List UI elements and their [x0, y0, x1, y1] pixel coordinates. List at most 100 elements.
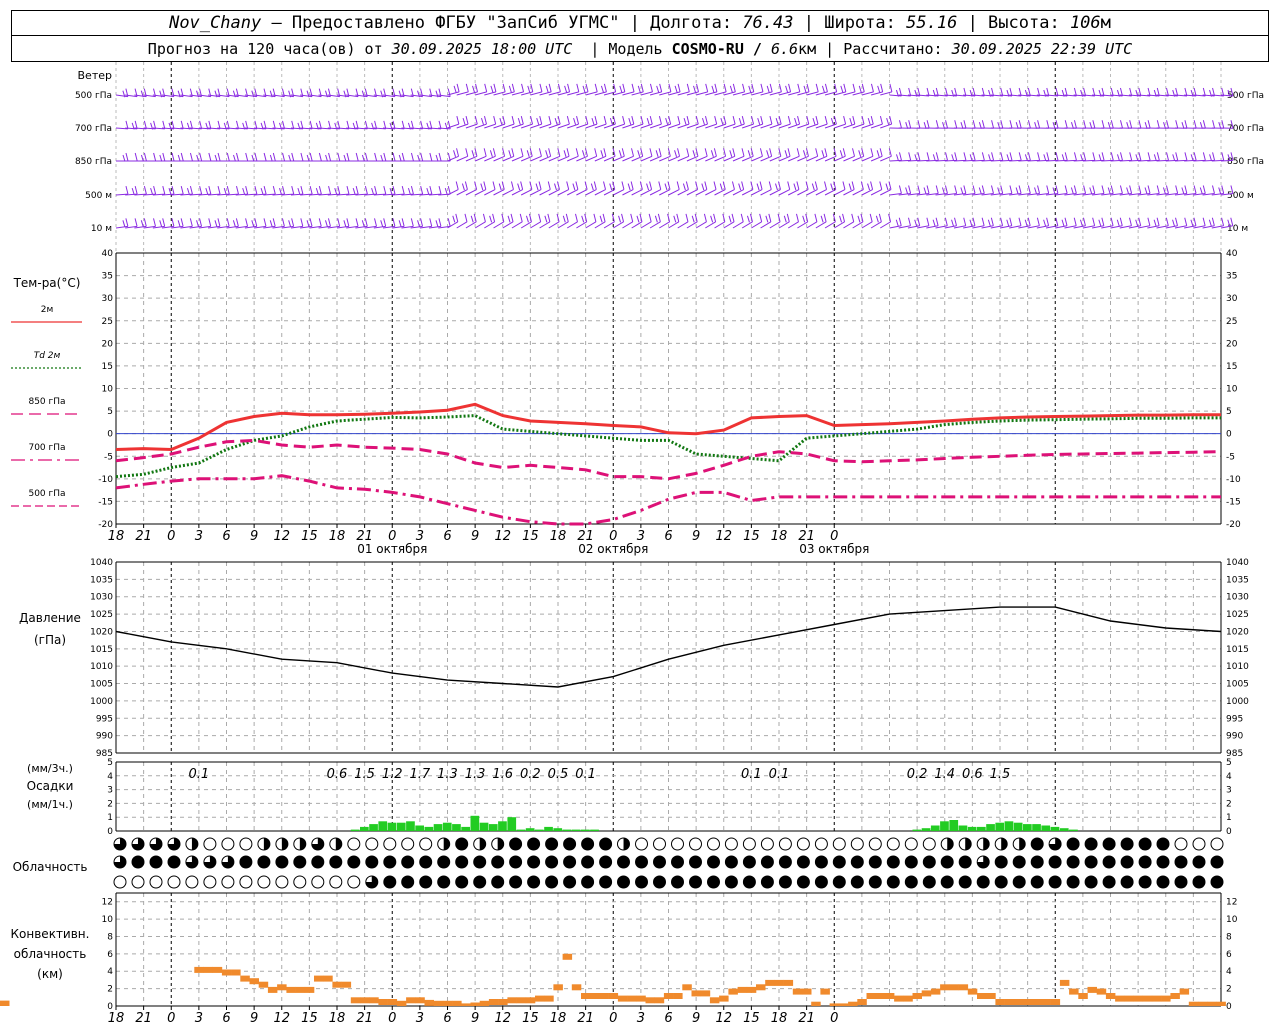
wind-barb-flag [474, 181, 478, 190]
wind-barb-flag [1209, 154, 1213, 162]
wind-barb [474, 123, 487, 129]
wind-barb [640, 189, 652, 196]
wind-barb-flag [208, 218, 212, 227]
wind-barb-flag [177, 154, 181, 162]
wind-barb-flag [639, 181, 643, 190]
wind-barb [115, 193, 129, 196]
wind-barb-flag [1024, 154, 1028, 162]
conv-bar [930, 988, 941, 995]
wind-barb-flag [544, 215, 548, 223]
conv-bar [884, 993, 895, 999]
wind-barb-flag [383, 120, 387, 129]
wind-barb-flag [729, 150, 733, 157]
wind-barb [1193, 225, 1206, 229]
conv-y-tick-label-right: 12 [1226, 898, 1237, 908]
conv-bar [875, 993, 886, 999]
wind-barb-flag [223, 188, 227, 195]
cloud-fill [707, 856, 720, 868]
wind-barb [649, 155, 662, 162]
wind-barb-flag [960, 122, 964, 129]
cloud-circle [275, 875, 289, 889]
wind-barb-flag [1172, 219, 1176, 227]
cloud-circle [814, 837, 828, 851]
wind-barb [254, 127, 267, 130]
header-row-1: Nov_Chany — Предоставлено ФГБУ "ЗапСиб У… [11, 10, 1269, 36]
wind-barb-flag [584, 213, 588, 222]
cloud-circle [239, 837, 253, 851]
temp-x-tick-label: 18 [329, 529, 346, 544]
pres-y-tick-label-right: 1000 [1226, 697, 1249, 707]
cloud-fill [455, 838, 468, 850]
wind-barb-flag [627, 183, 631, 191]
wind-barb [1110, 225, 1123, 229]
wind-barb [649, 189, 662, 196]
wind-barb-flag [199, 218, 203, 227]
wind-barb [806, 91, 819, 96]
wind-barb-flag [935, 217, 939, 226]
wind-barb-flag [171, 186, 175, 195]
wind-barb-flag [987, 219, 991, 227]
wind-barb [723, 155, 735, 162]
wind-barb [990, 225, 1003, 229]
wind-barb [778, 91, 791, 96]
wind-barb-flag [309, 186, 313, 195]
precip-bar [1023, 824, 1032, 831]
wind-barb-flag [461, 183, 465, 191]
cloud-circle [221, 837, 235, 851]
temp-x-tick-label: 6 [664, 529, 672, 544]
wind-barb [695, 221, 707, 229]
wind-barb-flag [594, 83, 598, 93]
wind-barb-flag [1052, 187, 1056, 195]
wind-barb-flag [750, 181, 754, 190]
wind-barb-flag [334, 188, 338, 195]
conv-bar [645, 997, 655, 1004]
wind-barb-flag [787, 181, 791, 190]
wind-barb [1202, 193, 1215, 196]
wind-barb-flag [1064, 185, 1068, 194]
wind-barb-flag [1175, 185, 1179, 194]
wind-barb-flag [545, 85, 549, 93]
wind-barb-flag [309, 218, 313, 227]
pres-y-tick-label-right: 1035 [1226, 575, 1249, 585]
precip-bar [1013, 822, 1023, 831]
wind-barb [125, 225, 138, 229]
wind-barb [152, 127, 165, 130]
wind-barb-flag [630, 213, 634, 222]
wind-barb-flag [539, 115, 543, 125]
wind-barb [659, 155, 671, 162]
temp-x-tick-label: 9 [250, 529, 258, 544]
wind-barb [198, 193, 211, 196]
wind-barb-flag [667, 213, 671, 222]
wind-barb-flag [235, 120, 239, 129]
wind-barb-flag [1098, 89, 1102, 97]
cloud-fill [365, 875, 378, 888]
precip-ylabel-1h: (мм/1ч.) [27, 798, 73, 811]
wind-barb [1147, 193, 1160, 196]
wind-barb-flag [1070, 187, 1074, 195]
wind-barb [152, 225, 165, 229]
temp-y-tick-label-left: 20 [102, 339, 114, 349]
wind-barb [824, 91, 837, 96]
temp-y-tick-label-left: 40 [102, 249, 114, 259]
wind-barb [134, 225, 147, 229]
wind-barb [318, 225, 331, 229]
wind-barb-flag [777, 181, 781, 190]
wind-barb-flag [622, 83, 626, 93]
wind-barb [1202, 225, 1215, 229]
temp-legend-label: 2м [41, 305, 54, 315]
wind-barb [649, 221, 661, 229]
wind-barb [1027, 94, 1040, 97]
wind-barb-flag [646, 117, 650, 125]
wind-barb-flag [908, 217, 911, 226]
wind-barb-flag [870, 181, 874, 190]
wind-barb-flag [318, 218, 322, 227]
wind-barb [419, 127, 432, 130]
wind-barb-flag [401, 152, 405, 162]
wind-barb-flag [282, 152, 286, 162]
wind-barb-flag [785, 85, 789, 93]
wind-barb-flag [309, 120, 313, 129]
wind-barb-flag [852, 148, 855, 157]
precip-bar [507, 817, 517, 831]
wind-barb-flag [723, 115, 727, 125]
precip-bar [516, 829, 526, 831]
